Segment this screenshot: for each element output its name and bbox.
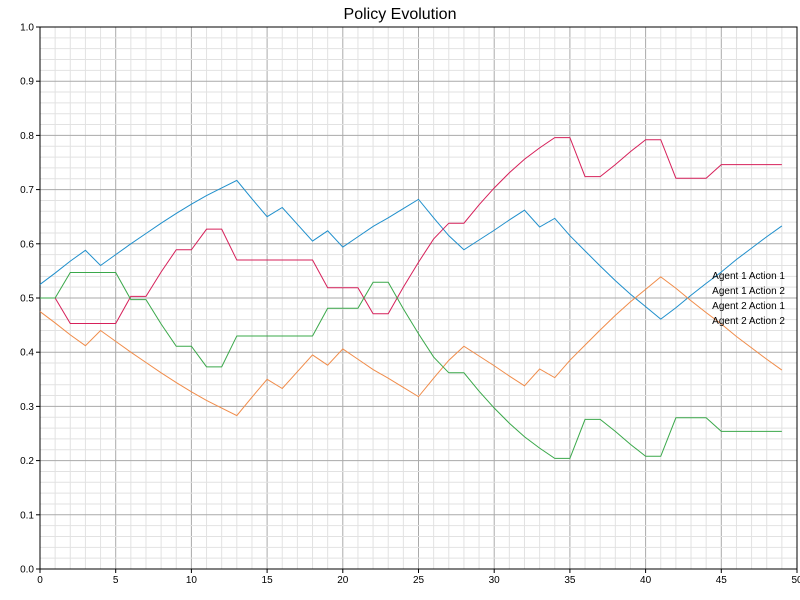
x-tick-label: 30 — [489, 575, 501, 586]
legend-label-1: Agent 1 Action 1 — [712, 271, 785, 282]
y-tick-label: 0.2 — [20, 456, 34, 467]
y-tick-label: 0.4 — [20, 348, 34, 359]
series-line-3 — [40, 137, 782, 324]
axis-ticks: 0 5 10 15 20 25 30 35 40 45 50 0.0 0.1 0.2 0.3 0.4 0.5 0.… — [20, 23, 800, 587]
y-tick-label: 0.6 — [20, 239, 34, 250]
x-tick-label: 25 — [413, 575, 425, 586]
series-layer — [39, 137, 783, 459]
y-tick-label: 1.0 — [20, 23, 34, 34]
y-tick-label: 0.7 — [20, 185, 34, 196]
legend-label-2: Agent 1 Action 2 — [712, 286, 785, 297]
x-tick-label: 45 — [716, 575, 728, 586]
y-tick-label: 0.3 — [20, 402, 34, 413]
series-line-1 — [39, 179, 783, 320]
x-tick-label: 50 — [791, 575, 800, 586]
x-tick-label: 20 — [337, 575, 349, 586]
y-tick-label: 0.1 — [20, 510, 34, 521]
x-tick-label: 0 — [37, 575, 43, 586]
y-tick-label: 0.5 — [20, 294, 34, 305]
x-tick-label: 10 — [186, 575, 198, 586]
legend-label-4: Agent 2 Action 2 — [712, 316, 785, 327]
y-tick-label: 0.8 — [20, 131, 34, 142]
x-tick-label: 40 — [640, 575, 652, 586]
y-tick-label: 0.9 — [20, 77, 34, 88]
x-tick-label: 35 — [564, 575, 576, 586]
y-tick-label: 0.0 — [20, 565, 34, 576]
legend-label-3: Agent 2 Action 1 — [712, 301, 785, 312]
legend: Agent 1 Action 1 Agent 1 Action 2 Agent 2 … — [712, 271, 785, 327]
series-line-2 — [39, 276, 783, 417]
chart-title: Policy Evolution — [344, 6, 457, 23]
x-tick-label: 15 — [262, 575, 274, 586]
series-line-4 — [40, 272, 782, 459]
x-tick-label: 5 — [113, 575, 119, 586]
grid — [39, 26, 798, 570]
